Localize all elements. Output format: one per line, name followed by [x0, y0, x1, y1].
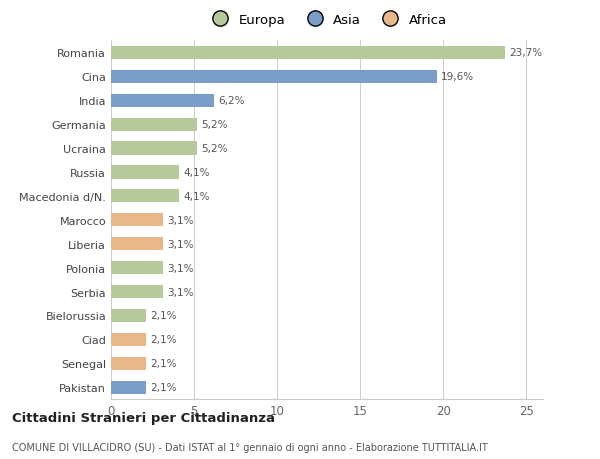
Bar: [111, 238, 163, 251]
Text: 19,6%: 19,6%: [441, 72, 474, 82]
Bar: [111, 142, 197, 155]
Text: 2,1%: 2,1%: [150, 358, 176, 369]
Bar: [111, 47, 505, 60]
Text: COMUNE DI VILLACIDRO (SU) - Dati ISTAT al 1° gennaio di ogni anno - Elaborazione: COMUNE DI VILLACIDRO (SU) - Dati ISTAT a…: [12, 442, 488, 452]
Bar: [111, 285, 163, 298]
Text: 5,2%: 5,2%: [202, 120, 228, 130]
Bar: [111, 118, 197, 131]
Text: 2,1%: 2,1%: [150, 311, 176, 321]
Bar: [111, 309, 146, 322]
Text: 2,1%: 2,1%: [150, 382, 176, 392]
Text: 3,1%: 3,1%: [167, 263, 193, 273]
Bar: [111, 214, 163, 227]
Bar: [111, 381, 146, 394]
Text: 3,1%: 3,1%: [167, 215, 193, 225]
Bar: [111, 262, 163, 274]
Text: 6,2%: 6,2%: [218, 96, 245, 106]
Bar: [111, 333, 146, 346]
Bar: [111, 95, 214, 107]
Legend: Europa, Asia, Africa: Europa, Asia, Africa: [207, 14, 447, 27]
Text: 23,7%: 23,7%: [509, 48, 542, 58]
Text: 5,2%: 5,2%: [202, 144, 228, 154]
Text: Cittadini Stranieri per Cittadinanza: Cittadini Stranieri per Cittadinanza: [12, 412, 275, 425]
Bar: [111, 166, 179, 179]
Text: 4,1%: 4,1%: [183, 191, 210, 202]
Bar: [111, 71, 437, 84]
Bar: [111, 190, 179, 203]
Text: 2,1%: 2,1%: [150, 335, 176, 345]
Text: 3,1%: 3,1%: [167, 287, 193, 297]
Bar: [111, 357, 146, 370]
Text: 3,1%: 3,1%: [167, 239, 193, 249]
Text: 4,1%: 4,1%: [183, 168, 210, 178]
